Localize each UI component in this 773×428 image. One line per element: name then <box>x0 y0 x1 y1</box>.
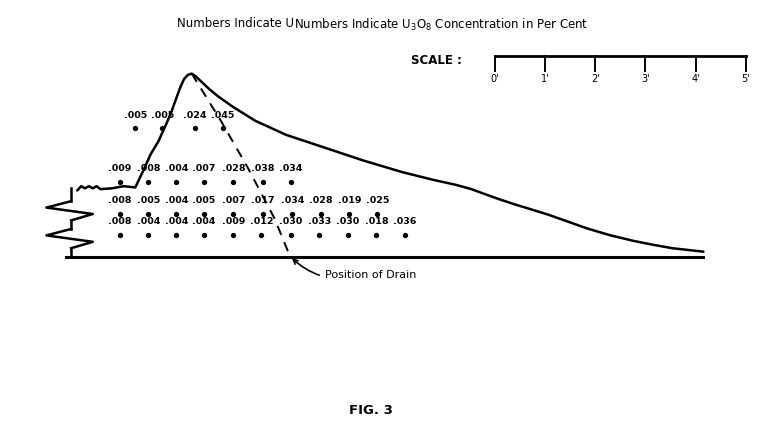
Text: .038: .038 <box>251 164 274 173</box>
Text: .007: .007 <box>192 164 216 173</box>
Text: .034: .034 <box>279 164 302 173</box>
Text: .008: .008 <box>108 196 131 205</box>
Text: 3': 3' <box>641 74 650 83</box>
Text: SCALE :: SCALE : <box>411 54 462 67</box>
Text: 0': 0' <box>490 74 499 83</box>
Text: .005: .005 <box>192 196 216 205</box>
Text: .008: .008 <box>108 217 131 226</box>
Text: 4': 4' <box>691 74 700 83</box>
Text: .004: .004 <box>137 217 160 226</box>
Text: .004: .004 <box>165 217 188 226</box>
Text: .007: .007 <box>222 196 245 205</box>
Text: .017: .017 <box>251 196 274 205</box>
Text: .036: .036 <box>393 217 417 226</box>
Text: 2': 2' <box>591 74 600 83</box>
Text: .009: .009 <box>222 217 245 226</box>
Text: .028: .028 <box>222 164 245 173</box>
Text: .004: .004 <box>192 217 216 226</box>
Text: .045: .045 <box>211 111 234 120</box>
Text: .033: .033 <box>308 217 331 226</box>
Text: .034: .034 <box>281 196 304 205</box>
Text: Position of Drain: Position of Drain <box>293 259 416 279</box>
Text: .009: .009 <box>108 164 131 173</box>
Text: 5': 5' <box>741 74 751 83</box>
Text: .024: .024 <box>183 111 206 120</box>
Text: .025: .025 <box>366 196 389 205</box>
Polygon shape <box>71 74 703 257</box>
Text: .018: .018 <box>365 217 388 226</box>
Text: .005: .005 <box>124 111 147 120</box>
Text: FIG. 3: FIG. 3 <box>349 404 393 417</box>
Text: .005: .005 <box>137 196 160 205</box>
Text: .008: .008 <box>137 164 160 173</box>
Text: .028: .028 <box>309 196 332 205</box>
Text: .019: .019 <box>338 196 361 205</box>
Text: Numbers Indicate U$_3$O$_8$ Concentration in Per Cent: Numbers Indicate U$_3$O$_8$ Concentratio… <box>294 17 588 33</box>
Text: 1': 1' <box>540 74 550 83</box>
Text: .030: .030 <box>279 217 302 226</box>
Text: .004: .004 <box>165 196 188 205</box>
Text: .030: .030 <box>336 217 359 226</box>
Text: .012: .012 <box>250 217 273 226</box>
Text: .004: .004 <box>165 164 188 173</box>
Text: .005: .005 <box>151 111 174 120</box>
Text: Numbers Indicate U: Numbers Indicate U <box>177 17 294 30</box>
